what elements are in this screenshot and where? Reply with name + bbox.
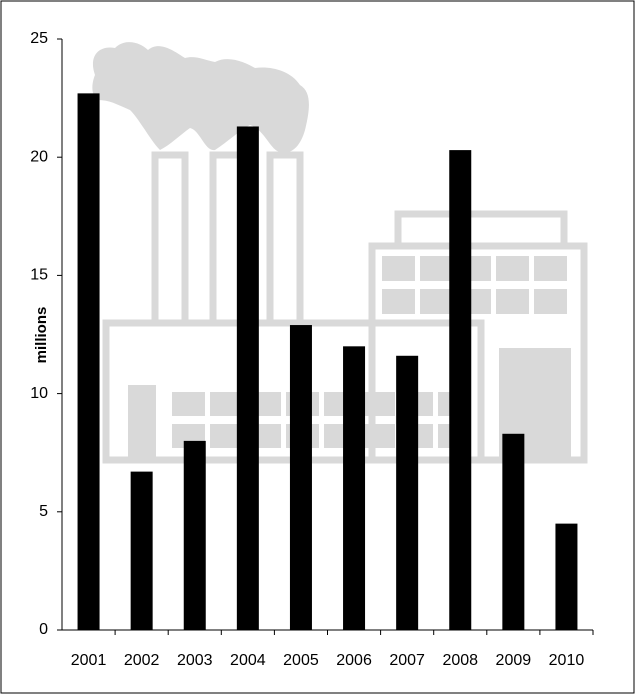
y-tick-label: 15 <box>30 267 48 284</box>
bar <box>183 440 206 630</box>
y-tick-label: 5 <box>39 503 48 520</box>
x-tick-label: 2006 <box>336 652 372 669</box>
bar <box>396 355 419 630</box>
y-tick-label: 0 <box>39 621 48 638</box>
x-tick-label: 2001 <box>71 652 107 669</box>
y-tick-label: 10 <box>30 385 48 402</box>
bar <box>343 346 366 630</box>
x-tick-label: 2003 <box>177 652 213 669</box>
x-tick-label: 2005 <box>283 652 319 669</box>
bar <box>77 93 100 630</box>
x-tick-label: 2008 <box>442 652 478 669</box>
y-tick-label: 20 <box>30 148 48 165</box>
x-tick-label: 2002 <box>124 652 160 669</box>
bar <box>236 126 259 630</box>
bar <box>555 523 578 630</box>
bar <box>289 325 312 630</box>
bar <box>449 150 472 630</box>
x-tick-label: 2004 <box>230 652 266 669</box>
bar <box>502 433 525 630</box>
y-axis-label: millions <box>33 307 50 364</box>
y-tick-label: 25 <box>30 30 48 47</box>
bar <box>130 471 153 630</box>
x-tick-label: 2007 <box>389 652 425 669</box>
x-tick-label: 2009 <box>496 652 532 669</box>
x-tick-label: 2010 <box>549 652 585 669</box>
